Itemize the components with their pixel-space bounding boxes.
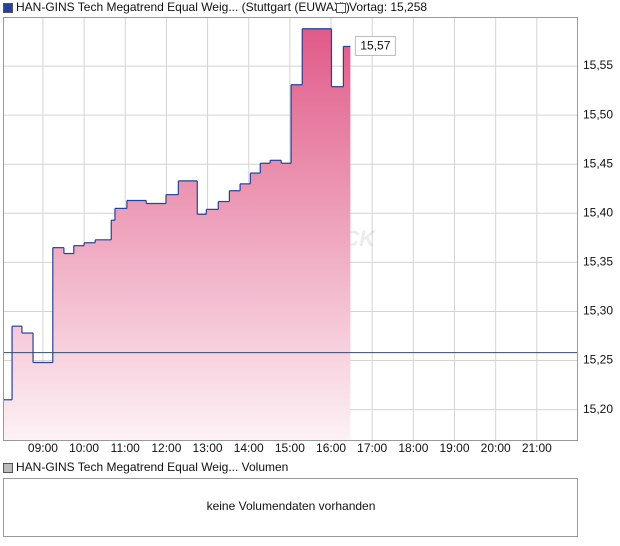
y-tick-label: 15,25 (583, 353, 613, 367)
y-tick-label: 15,20 (583, 402, 613, 416)
legend-label: HAN-GINS Tech Megatrend Equal Weig... (S… (16, 0, 350, 14)
x-tick-label: 10:00 (69, 441, 99, 455)
value-label-box (354, 35, 396, 56)
reference-label: Vortag: 15,258 (349, 0, 427, 14)
x-tick-label: 13:00 (193, 441, 223, 455)
volume-panel (3, 478, 578, 537)
y-tick-label: 15,30 (583, 304, 613, 318)
x-tick-label: 21:00 (522, 441, 552, 455)
volume-message: keine Volumendaten vorhanden (207, 499, 376, 513)
x-tick-label: 12:00 (151, 441, 181, 455)
volume-swatch (3, 463, 13, 473)
x-tick-label: 17:00 (357, 441, 387, 455)
x-tick-label: 09:00 (28, 441, 58, 455)
value-label: 15,57 (360, 39, 390, 53)
volume-legend: HAN-GINS Tech Megatrend Equal Weig... Vo… (16, 460, 288, 474)
plot-frame (3, 17, 578, 441)
legend-swatch (3, 3, 13, 13)
x-tick-label: 14:00 (234, 441, 264, 455)
x-tick-label: 11:00 (111, 441, 140, 455)
y-tick-label: 15,40 (583, 205, 613, 219)
x-tick-label: 19:00 (440, 441, 470, 455)
reference-swatch (336, 3, 346, 13)
y-tick-label: 15,35 (583, 255, 613, 269)
x-tick-label: 16:00 (316, 441, 346, 455)
y-tick-label: 15,55 (583, 58, 613, 72)
x-tick-label: 18:00 (398, 441, 428, 455)
area-fill (3, 28, 351, 442)
y-tick-label: 15,45 (583, 156, 613, 170)
y-tick-label: 15,50 (583, 107, 613, 121)
x-tick-label: 15:00 (275, 441, 305, 455)
x-tick-label: 20:00 (481, 441, 511, 455)
